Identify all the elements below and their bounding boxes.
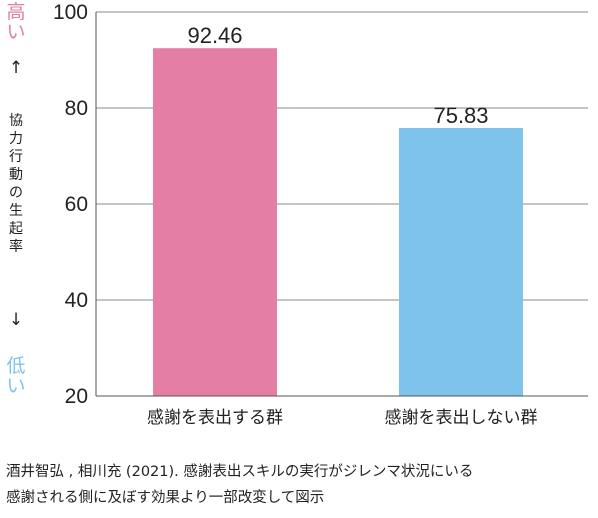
- y-axis-title-char: 力: [9, 131, 23, 147]
- bar-chart: 20 40 60 80 100 92.46 感謝を表出する群 75.83 感謝を表出しない群: [53, 1, 588, 428]
- y-tick-label: 60: [65, 193, 88, 216]
- y-axis-low-char: 低: [6, 355, 26, 377]
- y-tick-label: 80: [65, 97, 88, 120]
- y-axis-low-char: い: [6, 375, 26, 397]
- y-tick-label: 20: [65, 385, 88, 408]
- source-line-1: 酒井智弘 , 相川充 (2021). 感謝表出スキルの実行がジレンマ状況にいる: [6, 464, 474, 480]
- source-line-2: 感謝される側に及ぼす効果より一部改変して図示: [6, 490, 325, 506]
- y-axis-title-char: 動: [9, 167, 23, 183]
- data-label: 75.83: [433, 103, 488, 128]
- y-axis-high-char: 高: [6, 1, 26, 23]
- y-axis-title-char: 率: [9, 239, 23, 255]
- y-axis-title-char: の: [9, 185, 23, 201]
- y-tick-label: 40: [65, 289, 88, 312]
- y-axis-title-char: 協: [9, 113, 23, 129]
- up-arrow-icon: ↑: [8, 58, 24, 78]
- bar: [153, 48, 277, 396]
- y-axis-high-label: 高い: [4, 2, 28, 42]
- x-tick-label: 感謝を表出しない群: [385, 408, 538, 428]
- y-axis-title: 協力行動の生起率: [4, 112, 28, 256]
- y-axis-low-label: 低い: [4, 356, 28, 396]
- y-axis-high-char: い: [6, 21, 26, 43]
- down-arrow-icon: ↓: [8, 310, 24, 330]
- y-axis-title-char: 生: [9, 203, 23, 219]
- y-axis-title-char: 起: [9, 221, 23, 237]
- bars: [153, 48, 523, 397]
- axes: 20 40 60 80 100: [53, 1, 588, 408]
- source-note: 酒井智弘 , 相川充 (2021). 感謝表出スキルの実行がジレンマ状況にいる …: [6, 459, 596, 511]
- labels: 92.46 感謝を表出する群 75.83 感謝を表出しない群: [147, 23, 538, 428]
- y-tick-label: 100: [53, 1, 88, 24]
- data-label: 92.46: [187, 23, 242, 48]
- bar: [399, 128, 523, 397]
- x-tick-label: 感謝を表出する群: [147, 408, 283, 428]
- y-axis-title-char: 行: [9, 149, 23, 165]
